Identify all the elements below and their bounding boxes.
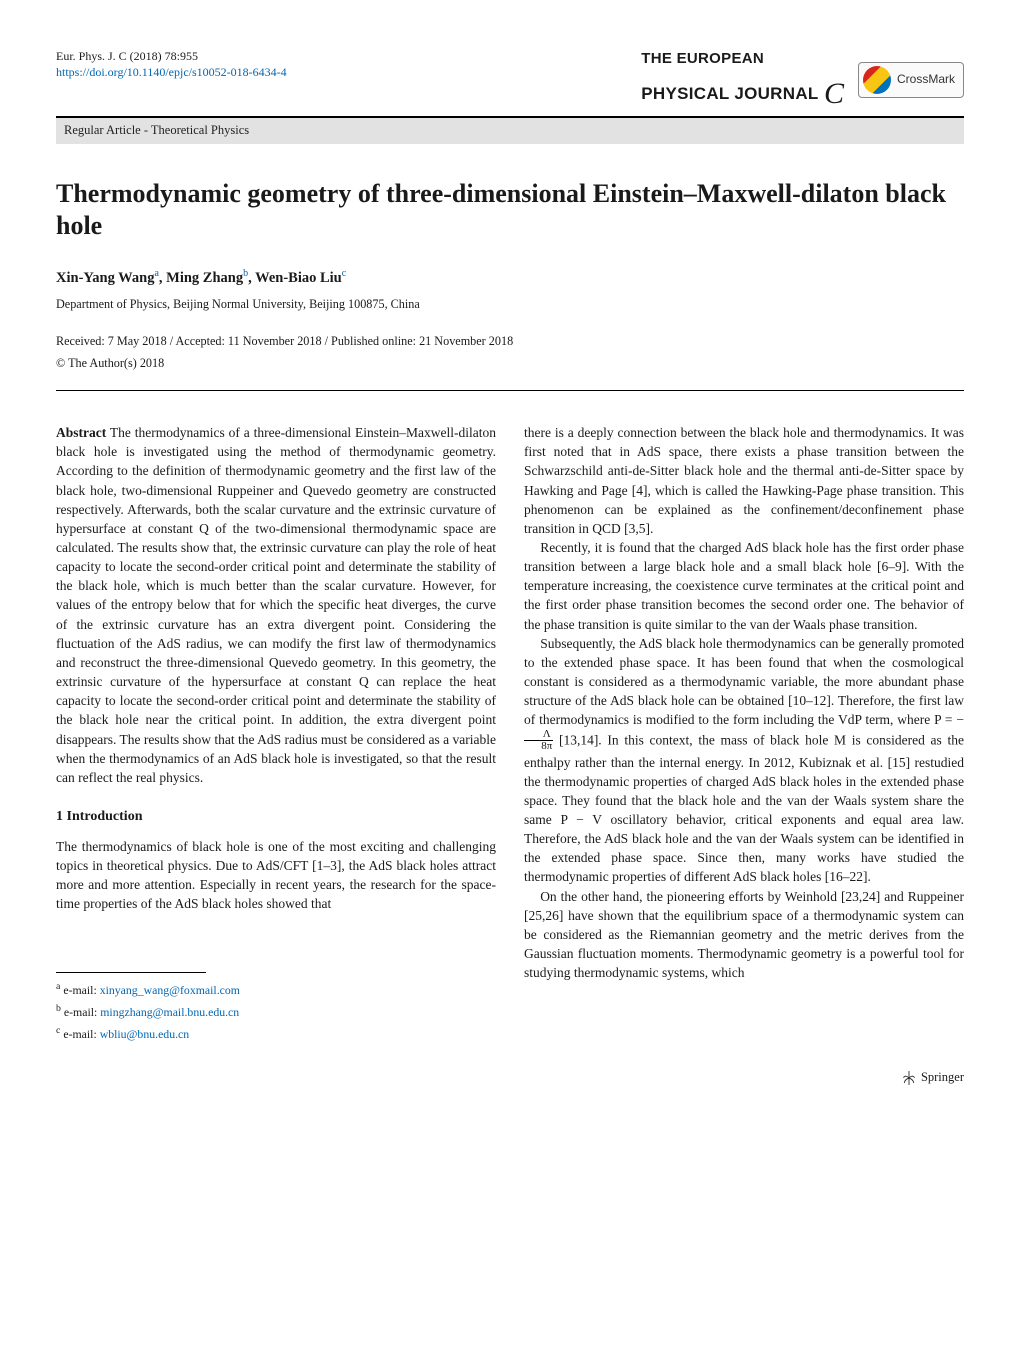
article-type-bar: Regular Article - Theoretical Physics <box>56 116 964 144</box>
authors-line: Xin-Yang Wanga, Ming Zhangb, Wen-Biao Li… <box>56 267 964 288</box>
footnote-b-text: e-mail: <box>64 1005 100 1019</box>
publisher-footer: Springer <box>56 1069 964 1087</box>
footnote-b-label: b <box>56 1003 61 1014</box>
footnote-c-text: e-mail: <box>63 1027 99 1041</box>
author-2-sup[interactable]: b <box>243 268 248 279</box>
intro-p1: The thermodynamics of black hole is one … <box>56 837 496 914</box>
footnote-a-label: a <box>56 981 60 992</box>
col2-p3b: [13,14]. In this context, the mass of bl… <box>524 732 964 884</box>
journal-line2: PHYSICAL JOURNAL <box>641 84 818 103</box>
intro-heading: 1 Introduction <box>56 807 496 827</box>
citation-line: Eur. Phys. J. C (2018) 78:955 <box>56 48 287 64</box>
journal-line1: THE EUROPEAN <box>641 48 844 69</box>
author-2: Ming Zhang <box>166 269 243 285</box>
body-columns: Abstract The thermodynamics of a three-d… <box>56 423 964 1045</box>
affiliation: Department of Physics, Beijing Normal Un… <box>56 296 964 313</box>
col2-p2: Recently, it is found that the charged A… <box>524 538 964 634</box>
footnote-c: c e-mail: wbliu@bnu.edu.cn <box>56 1023 496 1043</box>
received-line: Received: 7 May 2018 / Accepted: 11 Nove… <box>56 333 964 350</box>
publisher-name: Springer <box>921 1069 964 1087</box>
header-row: Eur. Phys. J. C (2018) 78:955 https://do… <box>56 48 964 112</box>
author-3: Wen-Biao Liu <box>255 269 342 285</box>
journal-title: THE EUROPEAN PHYSICAL JOURNAL C <box>641 48 850 112</box>
footnote-a-mail[interactable]: xinyang_wang@foxmail.com <box>100 982 240 996</box>
journal-letter: C <box>824 77 844 110</box>
abstract-label: Abstract <box>56 425 106 440</box>
crossmark-icon <box>863 66 891 94</box>
footnote-a: a e-mail: xinyang_wang@foxmail.com <box>56 979 496 999</box>
frac-num: Λ <box>524 729 553 741</box>
abstract-paragraph: Abstract The thermodynamics of a three-d… <box>56 423 496 787</box>
col2-p3a: Subsequently, the AdS black hole thermod… <box>524 636 964 728</box>
divider <box>56 390 964 391</box>
abstract-text: The thermodynamics of a three-dimensiona… <box>56 425 496 785</box>
author-1-sup[interactable]: a <box>154 268 158 279</box>
footnote-a-text: e-mail: <box>63 982 99 996</box>
frac-den: 8π <box>524 741 553 752</box>
journal-header: THE EUROPEAN PHYSICAL JOURNAL C CrossMar… <box>641 48 964 112</box>
footnote-rule <box>56 972 206 973</box>
author-1: Xin-Yang Wang <box>56 269 154 285</box>
crossmark-badge[interactable]: CrossMark <box>858 62 964 98</box>
springer-icon <box>901 1070 917 1086</box>
footnote-c-mail[interactable]: wbliu@bnu.edu.cn <box>100 1027 190 1041</box>
paper-title: Thermodynamic geometry of three-dimensio… <box>56 178 964 243</box>
col2-p3: Subsequently, the AdS black hole thermod… <box>524 634 964 887</box>
footnotes-block: a e-mail: xinyang_wang@foxmail.com b e-m… <box>56 979 496 1044</box>
copyright-line: © The Author(s) 2018 <box>56 355 964 372</box>
citation-block: Eur. Phys. J. C (2018) 78:955 https://do… <box>56 48 287 80</box>
doi-link[interactable]: https://doi.org/10.1140/epjc/s10052-018-… <box>56 65 287 79</box>
author-3-sup[interactable]: c <box>342 268 346 279</box>
col2-p1: there is a deeply connection between the… <box>524 423 964 538</box>
footnote-b: b e-mail: mingzhang@mail.bnu.edu.cn <box>56 1001 496 1021</box>
fraction: Λ8π <box>524 729 553 752</box>
crossmark-label: CrossMark <box>897 71 955 88</box>
footnote-c-label: c <box>56 1025 60 1036</box>
footnote-b-mail[interactable]: mingzhang@mail.bnu.edu.cn <box>100 1005 239 1019</box>
col2-p4: On the other hand, the pioneering effort… <box>524 887 964 983</box>
